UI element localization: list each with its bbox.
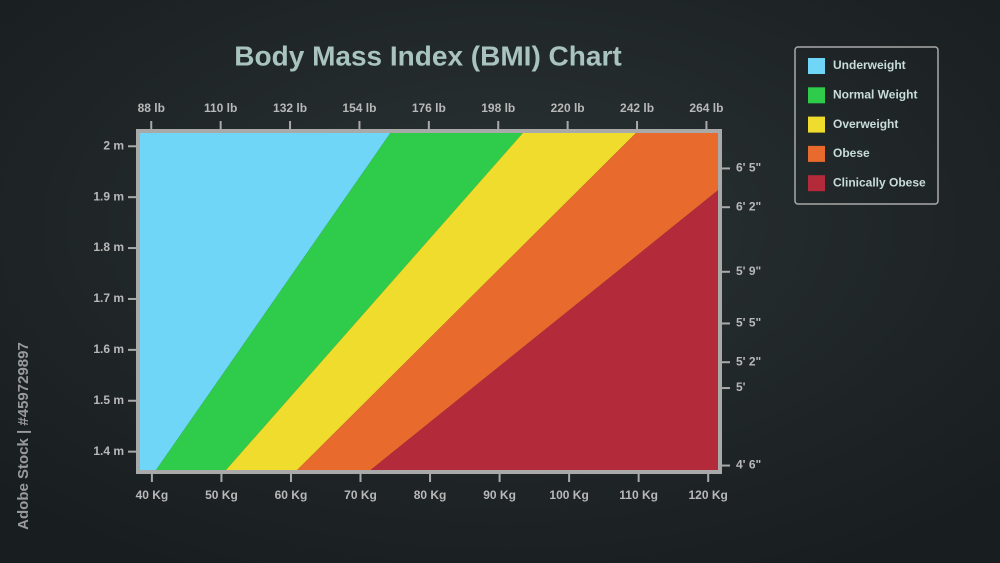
x-tick-label: 120 Kg: [688, 488, 727, 502]
x-tick-label: 70 Kg: [344, 488, 377, 502]
y-tick-label: 2 m: [103, 138, 124, 152]
chart-title: Body Mass Index (BMI) Chart: [234, 40, 621, 71]
x2-tick-label: 242 lb: [620, 101, 654, 115]
y2-tick-label: 5' 2": [736, 354, 761, 368]
x-tick-label: 40 Kg: [136, 488, 169, 502]
x2-tick-label: 132 lb: [273, 101, 307, 115]
legend-swatch: [808, 145, 825, 162]
x2-tick-label: 88 lb: [138, 101, 165, 115]
zone: [154, 131, 525, 472]
x2-tick-label: 110 lb: [204, 101, 237, 115]
y-tick-label: 1.6 m: [93, 342, 124, 356]
legend-label: Normal Weight: [833, 87, 917, 101]
x-tick-label: 110 Kg: [619, 488, 658, 502]
zone: [138, 131, 392, 472]
x-tick-label: 100 Kg: [549, 488, 588, 502]
legend-box: [794, 46, 939, 205]
y-tick-label: 1.7 m: [93, 291, 124, 305]
y-tick-label: 1.9 m: [93, 189, 124, 203]
y2-tick-label: 5': [736, 380, 746, 394]
y-tick-label: 1.4 m: [93, 444, 124, 458]
legend-label: Overweight: [833, 117, 898, 131]
x-tick-label: 90 Kg: [483, 488, 516, 502]
x-tick-label: 80 Kg: [414, 488, 447, 502]
side-text: Adobe Stock | #459729897: [15, 342, 32, 530]
legend-swatch: [808, 175, 825, 192]
x-tick-label: 50 Kg: [205, 488, 238, 502]
x2-tick-label: 220 lb: [551, 101, 585, 115]
x2-tick-label: 154 lb: [342, 101, 376, 115]
zone: [368, 188, 720, 472]
zone: [295, 131, 720, 472]
legend-swatch: [808, 87, 825, 104]
y2-tick-label: 6' 5": [736, 161, 761, 175]
y2-tick-label: 5' 9": [736, 264, 761, 278]
y-tick-label: 1.5 m: [93, 393, 124, 407]
legend-label: Clinically Obese: [833, 175, 926, 189]
legend-swatch: [808, 58, 825, 74]
y2-tick-label: 6' 2": [736, 199, 761, 213]
zone: [224, 131, 638, 472]
x2-tick-label: 176 lb: [412, 101, 446, 115]
y-tick-label: 1.8 m: [93, 240, 124, 254]
y2-tick-label: 5' 5": [736, 316, 761, 330]
plot-frame: [136, 129, 722, 474]
x2-tick-label: 198 lb: [481, 101, 515, 115]
y2-tick-label: 4' 6": [736, 458, 761, 472]
legend-label: Underweight: [833, 58, 906, 72]
x2-tick-label: 264 lb: [689, 101, 723, 115]
zones: [138, 131, 720, 472]
legend-label: Obese: [833, 146, 870, 160]
x-tick-label: 60 Kg: [275, 488, 308, 502]
legend-swatch: [808, 116, 825, 133]
